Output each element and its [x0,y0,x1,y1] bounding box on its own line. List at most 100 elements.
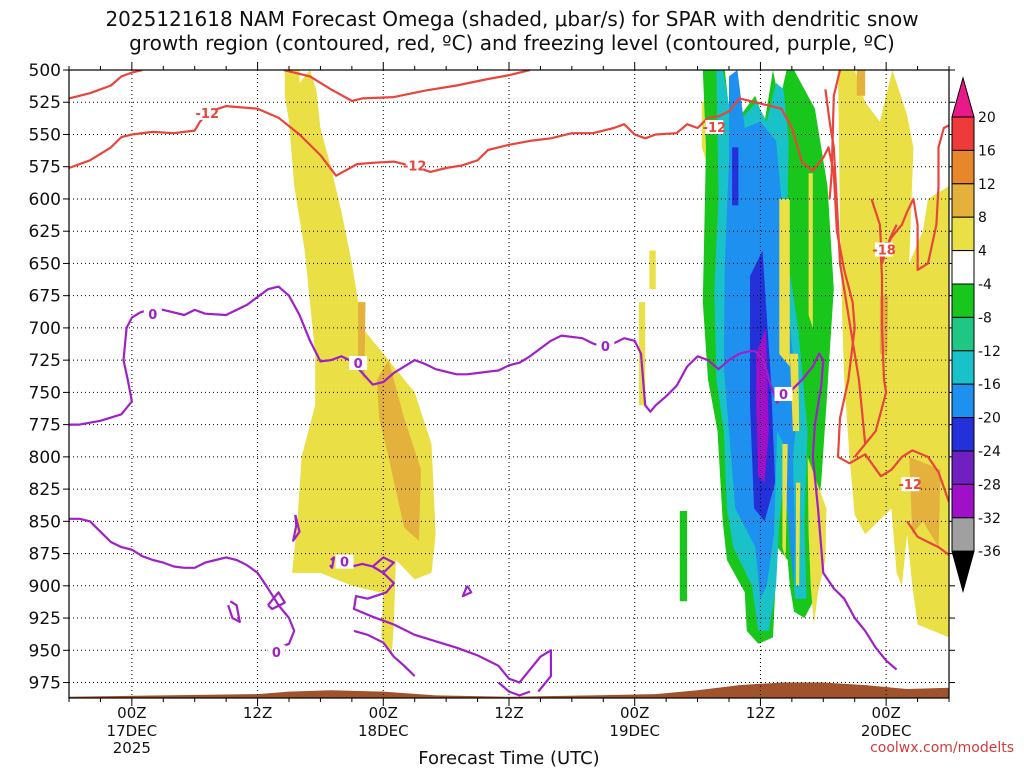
contour-label-0-e: 0 [272,646,281,661]
colorbar-swatch--36--32 [951,517,975,552]
uvv-streak-55h [649,250,656,290]
colorbar-label-8: 8 [978,210,987,226]
colorbar-label--24: -24 [978,444,1001,460]
y-tick-label-700: 700 [29,319,61,339]
credit: coolwx.com/modelts [870,740,1014,756]
contour-label-minus12-c-bg [705,120,724,135]
contour-label-0-b-bg [349,356,368,371]
y-tick-label-725: 725 [29,351,61,371]
contour-minus12-mid-right [824,89,867,445]
colorbar-label--20: -20 [978,411,1001,427]
x-tick-label-time-78: 00Z [871,704,900,722]
uvv-streak-63h [732,147,739,206]
contour-label-0-c: 0 [601,340,610,355]
uvv-streak-69h [796,482,801,586]
x-tick-label-date-6: 17DEC [107,722,158,740]
colorbar-swatch-12-16 [951,149,975,185]
colorbar: 20 16 12 8 4 -4 -8 -12 -16 -20 -24 -28 -32 -36 [951,76,1001,594]
uvv-band-day3-east [789,353,800,432]
colorbar-label--36: -36 [978,544,1001,560]
uvv-streak-70h [808,173,813,328]
contour-0-low-mid-e [497,681,531,697]
colorbar-bottom-cap [951,550,975,594]
colorbar-label--12: -12 [978,344,1001,360]
y-tick-label-675: 675 [29,287,61,307]
contour-0-low-mid [341,562,552,693]
contour-label-minus12-a: -12 [196,107,220,122]
terrain-ground [69,682,949,698]
contour-label-0-a: 0 [148,308,157,323]
colorbar-label-12: 12 [978,177,996,193]
contour-label-minus12-a-bg [198,105,217,120]
y-tick-label-975: 975 [29,674,61,694]
x-tick-label-time-42: 12Z [494,704,523,722]
colorbar-swatch--28--24 [951,450,975,485]
colorbar-label--32: -32 [978,511,1001,527]
y-tick-label-575: 575 [29,158,61,178]
y-tick-label-550: 550 [29,125,61,145]
y-tick-label-625: 625 [29,222,61,242]
contour-0-low-mid-c [353,629,416,677]
colorbar-swatch--24--20 [951,417,975,452]
y-tick-label-500: 500 [29,61,61,81]
contour-minus12-far-right [828,70,842,200]
omega-shading [284,70,949,657]
colorbar-swatch--32--28 [951,483,975,519]
uvv-streak-67h [782,444,788,560]
contour-label-minus18: -18 [872,244,896,259]
colorbar-label-16: 16 [978,143,996,159]
colorbar-swatch--12--8 [951,316,975,352]
contour-label-0-f: 0 [340,556,349,571]
contour-label-0-d-bg [774,386,793,401]
contour-label-minus12-b: -12 [403,160,427,175]
colorbar-top-cap [951,76,975,118]
y-tick-label-800: 800 [29,448,61,468]
uvv-core-day4c [856,70,866,96]
y-tick-label-775: 775 [29,416,61,436]
x-tick-label-date-54: 19DEC [609,722,660,740]
contour-0-low-left-b [267,591,286,611]
colorbar-swatch-8-12 [951,183,975,218]
x-axis-title: Forecast Time (UTC) [418,748,599,768]
contours: -12 -12 -12 -12 -18 0 0 0 0 0 0 [69,70,949,697]
contour-0-freezing-level [69,285,898,671]
colorbar-label-4: 4 [978,244,987,260]
x-tick-label-date-30: 18DEC [358,722,409,740]
contour-label-minus12-d: -12 [898,478,922,493]
colorbar-swatch--4-4 [951,250,975,285]
y-tick-label-950: 950 [29,641,61,661]
x-tick-label-time-6: 00Z [117,704,146,722]
x-tick-label-date-78: 20DEC [861,722,912,740]
y-tick-label-850: 850 [29,512,61,532]
y-tick-label-650: 650 [29,254,61,274]
colorbar-swatch--16--12 [951,350,975,385]
contour-label-0-a-bg [143,307,162,322]
terrain [69,682,949,698]
uvv-band-day3-east2 [807,456,827,625]
chart-title-line1: 2025121618 NAM Forecast Omega (shaded, μ… [105,7,919,31]
colorbar-label--28: -28 [978,477,1001,493]
y-axis: 500 525 550 575 600 625 650 675 700 725 750 775 800 8… [29,61,955,694]
y-tick-label-925: 925 [29,609,61,629]
x-tick-label-time-30: 00Z [369,704,398,722]
y-tick-label-875: 875 [29,545,61,565]
contour-label-0-d: 0 [779,388,788,403]
colorbar-swatch--20--16 [951,383,975,419]
y-tick-label-825: 825 [29,480,61,500]
contour-label-0-e-bg [267,644,286,659]
chart-title-line2: growth region (contoured, red, ºC) and f… [129,31,895,55]
contour-label-minus12-b-bg [405,158,424,173]
x-tick-label-year-6: 2025 [113,739,151,757]
contour-0-low-left [69,517,296,652]
contour-minus12-lower-right [906,520,949,556]
contour-label-0-f-bg [335,554,354,569]
colorbar-label--4: -4 [978,277,992,293]
contour-0-low-mid-b [372,556,395,574]
colorbar-swatch--8--4 [951,283,975,318]
contour-minus18 [870,198,898,265]
contour-minus12-top-mid [283,70,531,102]
contour-minus12-right [853,124,949,458]
contour-label-0-c-bg [596,339,615,354]
